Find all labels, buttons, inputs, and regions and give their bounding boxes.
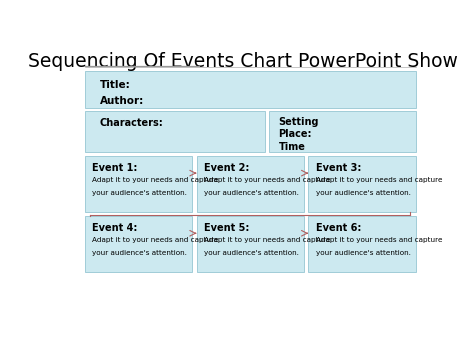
Text: your audience's attention.: your audience's attention. xyxy=(92,250,187,256)
FancyBboxPatch shape xyxy=(308,216,416,272)
Text: Event 4:: Event 4: xyxy=(92,223,137,233)
FancyBboxPatch shape xyxy=(85,156,192,212)
Text: Characters:: Characters: xyxy=(100,118,164,128)
Text: Place:: Place: xyxy=(279,129,312,139)
Text: your audience's attention.: your audience's attention. xyxy=(316,190,410,196)
FancyBboxPatch shape xyxy=(308,156,416,212)
FancyBboxPatch shape xyxy=(197,216,304,272)
FancyBboxPatch shape xyxy=(85,71,416,108)
Text: Event 3:: Event 3: xyxy=(316,163,361,173)
Text: your audience's attention.: your audience's attention. xyxy=(204,250,299,256)
Text: Event 6:: Event 6: xyxy=(316,223,361,233)
Text: your audience's attention.: your audience's attention. xyxy=(316,250,410,256)
Text: Author:: Author: xyxy=(100,96,144,106)
Text: Title:: Title: xyxy=(100,80,130,89)
Text: Sequencing Of Events Chart PowerPoint Show: Sequencing Of Events Chart PowerPoint Sh… xyxy=(28,52,458,71)
Text: Adapt it to your needs and capture: Adapt it to your needs and capture xyxy=(204,237,330,243)
Text: Event 5:: Event 5: xyxy=(204,223,249,233)
Text: Event 1:: Event 1: xyxy=(92,163,137,173)
FancyBboxPatch shape xyxy=(269,111,416,152)
Text: Time: Time xyxy=(279,142,305,152)
Text: Adapt it to your needs and capture: Adapt it to your needs and capture xyxy=(316,176,442,182)
Text: your audience's attention.: your audience's attention. xyxy=(204,190,299,196)
FancyBboxPatch shape xyxy=(85,111,265,152)
Text: Adapt it to your needs and capture: Adapt it to your needs and capture xyxy=(316,237,442,243)
Text: Adapt it to your needs and capture: Adapt it to your needs and capture xyxy=(92,237,219,243)
Text: your audience's attention.: your audience's attention. xyxy=(92,190,187,196)
FancyBboxPatch shape xyxy=(197,156,304,212)
Text: Adapt it to your needs and capture: Adapt it to your needs and capture xyxy=(204,176,330,182)
Text: Adapt it to your needs and capture: Adapt it to your needs and capture xyxy=(92,176,219,182)
FancyBboxPatch shape xyxy=(85,216,192,272)
Text: Setting: Setting xyxy=(279,117,319,127)
Text: Event 2:: Event 2: xyxy=(204,163,249,173)
